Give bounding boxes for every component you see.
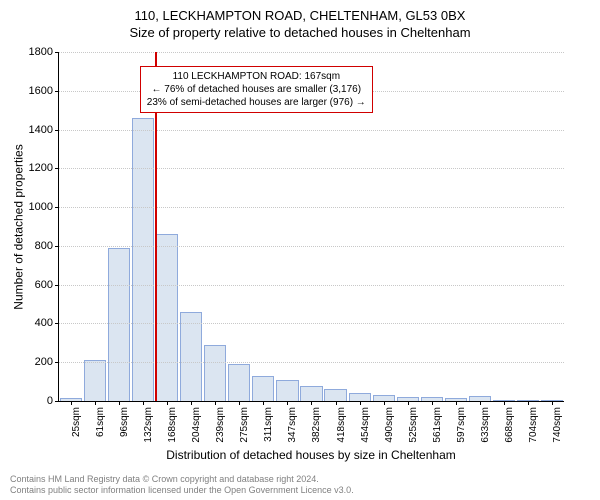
x-tick-mark <box>119 401 120 405</box>
x-tick-mark <box>408 401 409 405</box>
x-axis-label: Distribution of detached houses by size … <box>58 448 564 462</box>
grid-line <box>59 323 564 324</box>
x-tick-label: 311sqm <box>263 407 274 442</box>
x-tick-mark <box>239 401 240 405</box>
histogram-bar <box>84 360 106 401</box>
y-tick-mark <box>55 362 59 363</box>
bar-slot <box>83 52 107 401</box>
bar-slot <box>492 52 516 401</box>
bar-slot <box>107 52 131 401</box>
x-tick-mark <box>456 401 457 405</box>
x-tick-label: 204sqm <box>191 407 202 443</box>
x-tick-mark <box>167 401 168 405</box>
bar-slot <box>396 52 420 401</box>
x-tick-label: 740sqm <box>552 407 563 443</box>
x-tick-label: 668sqm <box>504 407 515 443</box>
x-tick-label: 382sqm <box>311 407 322 443</box>
plot-area: 25sqm61sqm96sqm132sqm168sqm204sqm239sqm2… <box>58 52 564 402</box>
x-tick-mark <box>263 401 264 405</box>
histogram-bar <box>252 376 274 401</box>
x-tick-mark <box>360 401 361 405</box>
bar-slot <box>540 52 564 401</box>
footer-line-1: Contains HM Land Registry data © Crown c… <box>10 474 354 485</box>
x-tick-label: 96sqm <box>119 407 130 437</box>
y-tick-mark <box>55 207 59 208</box>
x-tick-label: 418sqm <box>336 407 347 443</box>
bar-slot <box>59 52 83 401</box>
grid-line <box>59 285 564 286</box>
x-tick-mark <box>191 401 192 405</box>
bar-slot <box>516 52 540 401</box>
x-tick-label: 61sqm <box>95 407 106 437</box>
x-tick-mark <box>384 401 385 405</box>
bar-slot <box>468 52 492 401</box>
grid-line <box>59 246 564 247</box>
grid-line <box>59 207 564 208</box>
y-tick-mark <box>55 246 59 247</box>
x-tick-label: 168sqm <box>167 407 178 443</box>
y-tick-mark <box>55 52 59 53</box>
x-tick-mark <box>552 401 553 405</box>
annotation-line: 23% of semi-detached houses are larger (… <box>147 96 366 109</box>
x-tick-label: 490sqm <box>384 407 395 443</box>
y-tick-mark <box>55 168 59 169</box>
x-tick-mark <box>336 401 337 405</box>
x-tick-mark <box>311 401 312 405</box>
grid-line <box>59 168 564 169</box>
x-tick-mark <box>143 401 144 405</box>
address-title: 110, LECKHAMPTON ROAD, CHELTENHAM, GL53 … <box>0 8 600 23</box>
y-tick-mark <box>55 285 59 286</box>
x-tick-label: 561sqm <box>432 407 443 443</box>
bar-slot <box>372 52 396 401</box>
chart-subtitle: Size of property relative to detached ho… <box>0 25 600 40</box>
y-axis-label: Number of detached properties <box>12 52 26 402</box>
histogram-bar <box>349 393 371 401</box>
histogram-bar <box>204 345 226 401</box>
x-tick-mark <box>71 401 72 405</box>
bar-slot <box>420 52 444 401</box>
histogram-bar <box>300 386 322 402</box>
x-tick-label: 454sqm <box>360 407 371 443</box>
chart-area: 25sqm61sqm96sqm132sqm168sqm204sqm239sqm2… <box>58 52 564 402</box>
x-tick-mark <box>432 401 433 405</box>
grid-line <box>59 52 564 53</box>
x-tick-label: 132sqm <box>143 407 154 443</box>
histogram-bar <box>276 380 298 401</box>
footer-line-2: Contains public sector information licen… <box>10 485 354 496</box>
x-tick-label: 239sqm <box>215 407 226 443</box>
grid-line <box>59 362 564 363</box>
y-tick-mark <box>55 401 59 402</box>
histogram-bar <box>132 118 154 401</box>
x-tick-label: 525sqm <box>408 407 419 443</box>
x-tick-label: 704sqm <box>528 407 539 443</box>
histogram-bar <box>180 312 202 401</box>
y-tick-mark <box>55 91 59 92</box>
histogram-bar <box>156 234 178 401</box>
x-tick-label: 275sqm <box>239 407 250 443</box>
histogram-bar <box>228 364 250 401</box>
annotation-line: ← 76% of detached houses are smaller (3,… <box>147 83 366 96</box>
annotation-line: 110 LECKHAMPTON ROAD: 167sqm <box>147 70 366 83</box>
y-tick-mark <box>55 323 59 324</box>
x-tick-mark <box>480 401 481 405</box>
grid-line <box>59 130 564 131</box>
x-tick-mark <box>504 401 505 405</box>
bar-slot <box>444 52 468 401</box>
x-tick-mark <box>528 401 529 405</box>
property-annotation-box: 110 LECKHAMPTON ROAD: 167sqm← 76% of det… <box>140 66 373 113</box>
x-tick-mark <box>95 401 96 405</box>
x-tick-label: 347sqm <box>287 407 298 443</box>
x-tick-label: 633sqm <box>480 407 491 443</box>
footer-attribution: Contains HM Land Registry data © Crown c… <box>10 474 354 496</box>
x-tick-label: 25sqm <box>71 407 82 437</box>
x-tick-mark <box>287 401 288 405</box>
y-tick-mark <box>55 130 59 131</box>
x-tick-label: 597sqm <box>456 407 467 443</box>
x-tick-mark <box>215 401 216 405</box>
histogram-bar <box>324 389 346 401</box>
chart-header: 110, LECKHAMPTON ROAD, CHELTENHAM, GL53 … <box>0 0 600 42</box>
